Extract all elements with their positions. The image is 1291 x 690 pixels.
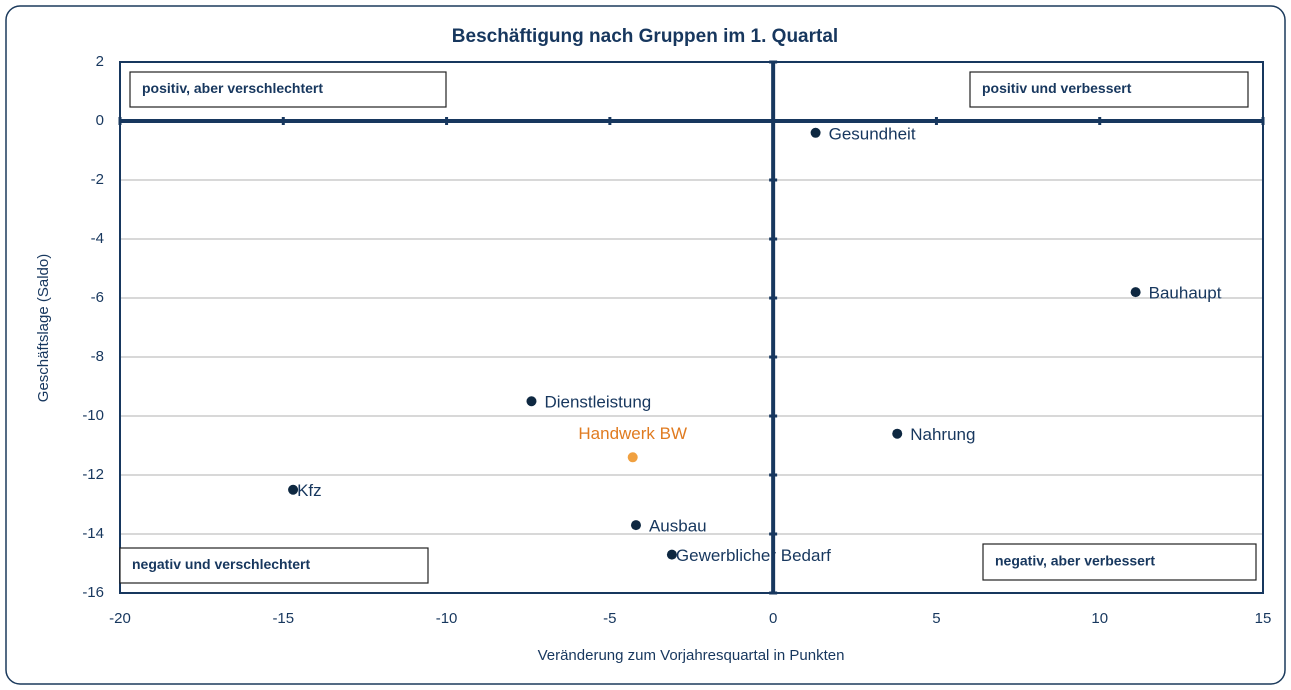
chart-title: Beschäftigung nach Gruppen im 1. Quartal [452, 26, 838, 47]
x-tick-label: 0 [769, 610, 777, 627]
quadrant-label: positiv, aber verschlechtert [142, 80, 323, 96]
point [810, 127, 821, 138]
quadrant-label: positiv und verbessert [982, 80, 1132, 96]
x-tick-label: -20 [109, 610, 131, 627]
y-tick-label: -8 [91, 348, 104, 365]
x-tick-label: 5 [932, 610, 940, 627]
point-label: Handwerk BW [578, 424, 687, 443]
quadrant-box [129, 71, 447, 108]
quadrant-label: negativ, aber verbessert [995, 553, 1155, 569]
point [627, 452, 638, 463]
x-axis-title: Veränderung zum Vorjahresquartal in Punk… [538, 647, 845, 664]
point-label: Gewerblicher Bedarf [676, 546, 831, 565]
y-tick-label: -2 [91, 171, 104, 188]
x-tick-label: -15 [272, 610, 294, 627]
quadrant-box [119, 547, 429, 584]
y-tick-label: 0 [96, 112, 104, 129]
y-tick-label: -12 [82, 466, 104, 483]
point-label: Kfz [297, 481, 322, 500]
x-tick-label: 15 [1255, 610, 1272, 627]
quadrant-label: negativ und verschlechtert [132, 556, 311, 572]
point [892, 428, 903, 439]
y-tick-label: 2 [96, 53, 104, 70]
point [526, 396, 537, 407]
y-tick-label: -16 [82, 584, 104, 601]
x-tick-label: -10 [436, 610, 458, 627]
point [666, 549, 677, 560]
x-tick-label: 10 [1091, 610, 1108, 627]
point-label: Ausbau [649, 517, 707, 536]
y-tick-label: -4 [91, 230, 104, 247]
point-label: Dienstleistung [544, 393, 651, 412]
frame [5, 5, 1286, 685]
point [630, 520, 641, 531]
y-tick-label: -6 [91, 289, 104, 306]
point [288, 484, 299, 495]
quadrant-box [969, 71, 1249, 108]
y-tick-label: -10 [82, 407, 104, 424]
point-label: Nahrung [910, 425, 975, 444]
point-label: Gesundheit [829, 124, 916, 143]
plot-border [119, 61, 1264, 594]
point-label: Bauhaupt [1149, 284, 1222, 303]
point [1130, 287, 1141, 298]
y-axis-title: Geschäftslage (Saldo) [35, 254, 52, 402]
y-tick-label: -14 [82, 525, 104, 542]
x-tick-label: -5 [603, 610, 616, 627]
quadrant-box [982, 543, 1257, 581]
